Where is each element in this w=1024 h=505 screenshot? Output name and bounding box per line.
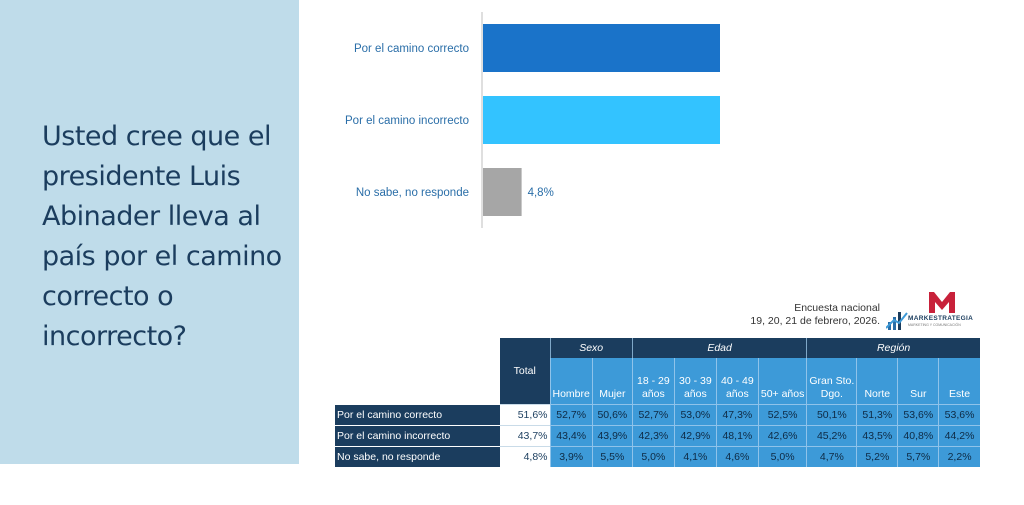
question-text: Usted cree que el presidente Luis Abinad… [42, 121, 282, 352]
total-header: Total [500, 338, 550, 405]
column-header-line: años [725, 388, 749, 400]
column-header: 18 - 29 años [631, 358, 675, 405]
column-header-line [900, 375, 936, 388]
source-note: Encuesta nacional 19, 20, 21 de febrero,… [700, 302, 880, 328]
table-corner [335, 338, 500, 358]
column-header: Hombre [549, 358, 593, 405]
group-header: Edad [631, 338, 807, 358]
table-cell: 44,2% [938, 425, 980, 447]
column-header-line [553, 375, 590, 388]
group-header: Sexo [549, 338, 633, 358]
bar [483, 168, 522, 216]
table-cell: 52,5% [757, 404, 807, 426]
column-header-line [859, 375, 895, 388]
column-header-line: Gran Sto. [809, 375, 855, 387]
table-cell: 53,0% [673, 404, 717, 426]
total-cell: 43,7% [500, 425, 550, 447]
column-header-line [941, 375, 978, 388]
category-label: Por el camino correcto [354, 43, 469, 55]
table-row: Por el camino incorrecto 43,7% 43,4% 43,9% 4… [335, 425, 980, 447]
table-row: Por el camino correcto 51,6% 52,7% 50,6% 52,… [335, 404, 980, 426]
column-header: 30 - 39 años [673, 358, 717, 405]
table-cell: 47,3% [715, 404, 759, 426]
table-cell: 4,6% [715, 446, 759, 467]
table-cell: 40,8% [897, 425, 939, 447]
table-cell: 43,4% [549, 425, 593, 447]
logo-tagline: MARKETING Y COMUNICACIÓN [908, 323, 961, 327]
table-cell: 5,0% [631, 446, 675, 467]
column-header: Gran Sto. Dgo. [806, 358, 857, 405]
category-label: No sabe, no responde [356, 187, 469, 199]
table-cell: 42,3% [631, 425, 675, 447]
table-cell: 52,7% [631, 404, 675, 426]
row-label: No sabe, no responde [335, 446, 500, 467]
row-label: Por el camino correcto [335, 404, 500, 426]
crosstab-table: Total Sexo Edad Región Hombre Mujer 18 - 29… [335, 338, 980, 467]
group-header: Región [806, 338, 980, 358]
table-cell: 48,1% [715, 425, 759, 447]
column-header-line [595, 375, 630, 388]
total-cell: 4,8% [500, 446, 550, 467]
markestrategia-logo: MARKESTRATEGIA MARKETING Y COMUNICACIÓN [885, 292, 978, 332]
table-cell: 50,1% [806, 404, 857, 426]
table-cell: 52,7% [549, 404, 593, 426]
logo-icon [885, 292, 955, 330]
source-line-2: 19, 20, 21 de febrero, 2026. [750, 315, 880, 327]
table-cell: 5,0% [757, 446, 807, 467]
table-cell: 42,9% [673, 425, 717, 447]
table-corner-lower [335, 358, 500, 405]
column-header: 50+ años [757, 358, 807, 405]
column-header-line: 30 - 39 [679, 375, 712, 387]
table-cell: 5,7% [897, 446, 939, 467]
table-cell: 4,1% [673, 446, 717, 467]
table-cell: 3,9% [549, 446, 593, 467]
column-header-line [761, 375, 805, 388]
column-header: Norte [856, 358, 898, 405]
column-header-line: 18 - 29 [637, 375, 670, 387]
column-header: Sur [897, 358, 939, 405]
column-header-line: Este [949, 388, 971, 400]
column-header-line: Norte [864, 388, 891, 400]
total-cell: 51,6% [500, 404, 550, 426]
source-line-1: Encuesta nacional [794, 302, 880, 314]
column-header-line: Mujer [599, 388, 626, 400]
table-cell: 43,9% [591, 425, 633, 447]
column-header-line: 40 - 49 [721, 375, 754, 387]
table-cell: 51,3% [856, 404, 898, 426]
question-panel: Usted cree que el presidente Luis Abinad… [0, 0, 299, 464]
column-header: Este [938, 358, 980, 405]
column-header-line: 50+ años [760, 388, 805, 400]
bar [483, 96, 720, 144]
table-cell: 5,5% [591, 446, 633, 467]
column-header-line: Sur [910, 388, 927, 400]
column-header: 40 - 49 años [715, 358, 759, 405]
column-header: Mujer [591, 358, 633, 405]
table-row: No sabe, no responde 4,8% 3,9% 5,5% 5,0% 4,1%… [335, 446, 980, 467]
column-header-line: años [641, 388, 665, 400]
table-cell: 5,2% [856, 446, 898, 467]
column-header-line: años [683, 388, 707, 400]
value-label: 4,8% [528, 187, 554, 199]
table-cell: 53,6% [897, 404, 939, 426]
bar [483, 24, 720, 72]
category-label: Por el camino incorrecto [345, 115, 469, 127]
row-label: Por el camino incorrecto [335, 425, 500, 447]
logo-wordmark: MARKESTRATEGIA [908, 315, 974, 322]
table-cell: 4,7% [806, 446, 857, 467]
column-header-line: Hombre [552, 388, 590, 400]
table-cell: 53,6% [938, 404, 980, 426]
column-header-line: Dgo. [820, 388, 843, 400]
table-cell: 43,5% [856, 425, 898, 447]
table-cell: 2,2% [938, 446, 980, 467]
table-cell: 42,6% [757, 425, 807, 447]
table-cell: 50,6% [591, 404, 633, 426]
table-cell: 45,2% [806, 425, 857, 447]
